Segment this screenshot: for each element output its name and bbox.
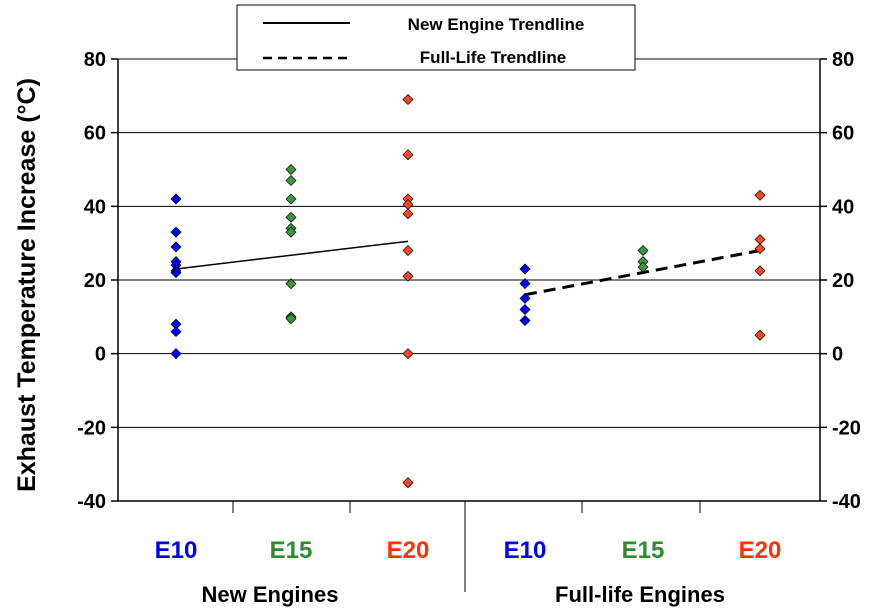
y-tick-label-left: 80 bbox=[84, 49, 106, 71]
y-tick-label-left: 60 bbox=[84, 123, 106, 145]
x-category-label: E15 bbox=[622, 537, 665, 564]
legend-label-full-life: Full-Life Trendline bbox=[420, 48, 566, 67]
data-point bbox=[285, 278, 297, 290]
data-point bbox=[402, 94, 414, 106]
data-point bbox=[402, 198, 414, 210]
y-tick-label-left: -40 bbox=[77, 491, 106, 513]
y-ticks: -40 -40 -20 -20 0 0 20 20 40 40 60 60 80 80 bbox=[77, 49, 861, 513]
data-point bbox=[754, 233, 766, 245]
data-point bbox=[402, 348, 414, 360]
y-tick-label-right: -40 bbox=[832, 491, 861, 513]
data-point bbox=[519, 315, 531, 327]
y-tick-label-right: 80 bbox=[832, 49, 854, 71]
x-category-label: E10 bbox=[504, 537, 547, 564]
y-tick-label-left: -20 bbox=[77, 417, 106, 439]
legend-label-new-engine: New Engine Trendline bbox=[408, 15, 585, 34]
data-point bbox=[170, 267, 182, 279]
x-category-label: E10 bbox=[155, 537, 198, 564]
data-point bbox=[754, 329, 766, 341]
trendlines bbox=[175, 240, 761, 297]
data-point bbox=[285, 175, 297, 187]
y-tick-label-left: 40 bbox=[84, 196, 106, 218]
data-point bbox=[285, 164, 297, 175]
data-point bbox=[754, 265, 766, 277]
data-point bbox=[519, 303, 531, 315]
data-point bbox=[519, 278, 531, 290]
axes bbox=[117, 58, 821, 592]
data-points bbox=[170, 94, 766, 489]
data-point bbox=[402, 208, 414, 220]
data-point bbox=[637, 261, 649, 273]
data-point bbox=[285, 313, 297, 325]
group-label: Full-life Engines bbox=[555, 582, 725, 607]
y-tick-label-left: 0 bbox=[95, 344, 106, 366]
data-point bbox=[285, 226, 297, 238]
x-category-label: E15 bbox=[270, 537, 313, 564]
data-point bbox=[285, 211, 297, 223]
data-point bbox=[754, 243, 766, 255]
data-point bbox=[402, 245, 414, 257]
data-point bbox=[402, 149, 414, 161]
data-point bbox=[519, 292, 531, 304]
data-point bbox=[170, 241, 182, 253]
y-tick-label-left: 20 bbox=[84, 270, 106, 292]
y-tick-label-right: 20 bbox=[832, 270, 854, 292]
group-label: New Engines bbox=[202, 582, 339, 607]
data-point bbox=[170, 226, 182, 238]
data-point bbox=[402, 270, 414, 282]
x-category-label: E20 bbox=[387, 537, 430, 564]
legend-box bbox=[236, 4, 636, 71]
data-point bbox=[285, 193, 297, 205]
full-life-trendline bbox=[524, 249, 761, 297]
group-labels: New Engines Full-life Engines bbox=[202, 582, 725, 607]
y-axis-label: Exhaust Temperature Increase (°C) bbox=[13, 78, 41, 492]
data-point bbox=[402, 477, 414, 489]
y-tick-label-right: 40 bbox=[832, 196, 854, 218]
gridlines bbox=[118, 132, 820, 428]
data-point bbox=[170, 326, 182, 338]
data-point bbox=[754, 189, 766, 201]
legend: New Engine Trendline Full-Life Trendline bbox=[236, 4, 636, 71]
y-tick-label-right: -20 bbox=[832, 417, 861, 439]
y-tick-label-right: 60 bbox=[832, 123, 854, 145]
data-point bbox=[170, 193, 182, 205]
y-tick-label-right: 0 bbox=[832, 344, 843, 366]
data-point bbox=[170, 348, 182, 360]
x-category-labels: E10 E15 E20 E10 E15 E20 bbox=[155, 537, 782, 564]
new-engine-trendline bbox=[175, 240, 409, 270]
data-point bbox=[519, 263, 531, 275]
x-category-label: E20 bbox=[739, 537, 782, 564]
data-point bbox=[637, 245, 649, 257]
